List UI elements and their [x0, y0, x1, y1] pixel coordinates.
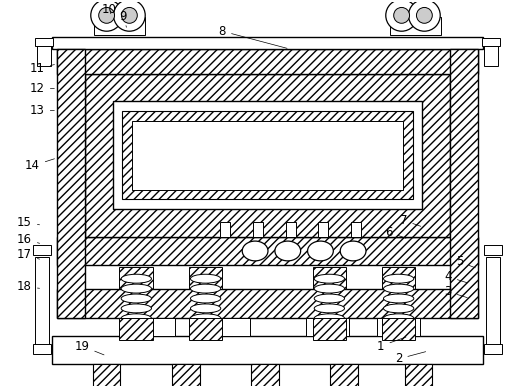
Bar [313, 267, 346, 289]
Bar [486, 257, 500, 348]
Bar [286, 222, 296, 237]
Bar [484, 245, 502, 255]
Bar [52, 37, 483, 49]
Ellipse shape [121, 314, 151, 323]
Ellipse shape [314, 284, 345, 293]
Text: 10: 10 [102, 3, 117, 16]
Bar [377, 318, 421, 336]
Text: 1: 1 [377, 337, 406, 353]
Ellipse shape [383, 274, 414, 283]
Bar [382, 267, 415, 289]
Text: 12: 12 [30, 82, 54, 95]
Ellipse shape [314, 314, 345, 323]
Text: 16: 16 [17, 233, 40, 246]
Ellipse shape [314, 274, 345, 283]
Bar [405, 364, 432, 387]
Text: 4: 4 [444, 270, 467, 283]
Bar [172, 364, 200, 387]
Ellipse shape [383, 284, 414, 293]
Bar [313, 318, 346, 340]
Bar [220, 222, 230, 237]
Ellipse shape [383, 294, 414, 303]
Bar [93, 364, 121, 387]
Bar [37, 46, 51, 66]
Bar [94, 17, 145, 35]
Text: 11: 11 [30, 62, 54, 75]
Ellipse shape [242, 241, 268, 261]
Bar [390, 17, 441, 35]
Bar [484, 46, 498, 66]
Bar [113, 101, 422, 209]
Text: 15: 15 [17, 216, 39, 229]
Bar [319, 222, 328, 237]
Text: 13: 13 [30, 104, 54, 117]
Circle shape [114, 0, 145, 31]
Bar [382, 318, 415, 340]
Text: 17: 17 [17, 248, 40, 262]
Bar [119, 267, 153, 289]
Bar [189, 267, 222, 289]
Bar [330, 364, 358, 387]
Bar [351, 222, 361, 237]
Bar [123, 111, 413, 200]
Bar [57, 289, 478, 318]
Text: 8: 8 [219, 25, 287, 48]
Ellipse shape [191, 284, 221, 293]
Ellipse shape [307, 241, 333, 261]
Bar [251, 364, 279, 387]
Bar [306, 318, 349, 336]
Ellipse shape [121, 304, 151, 313]
Bar [36, 38, 53, 46]
Ellipse shape [275, 241, 301, 261]
Bar [52, 336, 483, 364]
Text: 2: 2 [395, 352, 426, 365]
Bar [36, 257, 49, 348]
Bar [131, 318, 175, 336]
Ellipse shape [191, 274, 221, 283]
Ellipse shape [383, 304, 414, 313]
Ellipse shape [121, 274, 151, 283]
Ellipse shape [191, 304, 221, 313]
Text: 7: 7 [400, 214, 421, 227]
Circle shape [386, 0, 417, 31]
Bar [57, 237, 478, 265]
Ellipse shape [191, 294, 221, 303]
Bar [189, 318, 222, 340]
Text: 14: 14 [25, 159, 55, 172]
Text: 5: 5 [456, 255, 475, 268]
Bar [253, 222, 263, 237]
Ellipse shape [340, 241, 366, 261]
Bar [119, 318, 153, 340]
Bar [484, 344, 502, 354]
Bar [33, 344, 51, 354]
Ellipse shape [191, 314, 221, 323]
Ellipse shape [121, 284, 151, 293]
Bar [33, 245, 51, 255]
Bar [85, 74, 450, 237]
Text: 19: 19 [74, 339, 104, 355]
Text: 3: 3 [444, 285, 467, 298]
Bar [57, 49, 85, 318]
Circle shape [99, 7, 115, 23]
Ellipse shape [314, 304, 345, 313]
Bar [57, 49, 478, 74]
Ellipse shape [121, 294, 151, 303]
Text: 9: 9 [119, 10, 127, 27]
Text: 6: 6 [385, 226, 406, 239]
Bar [482, 38, 500, 46]
Circle shape [393, 7, 409, 23]
Circle shape [122, 7, 138, 23]
Circle shape [416, 7, 432, 23]
Bar [207, 318, 250, 336]
Circle shape [408, 0, 440, 31]
Circle shape [91, 0, 123, 31]
Text: 18: 18 [17, 280, 39, 293]
Ellipse shape [314, 294, 345, 303]
Bar [132, 121, 402, 190]
Ellipse shape [383, 314, 414, 323]
Bar [450, 49, 478, 318]
